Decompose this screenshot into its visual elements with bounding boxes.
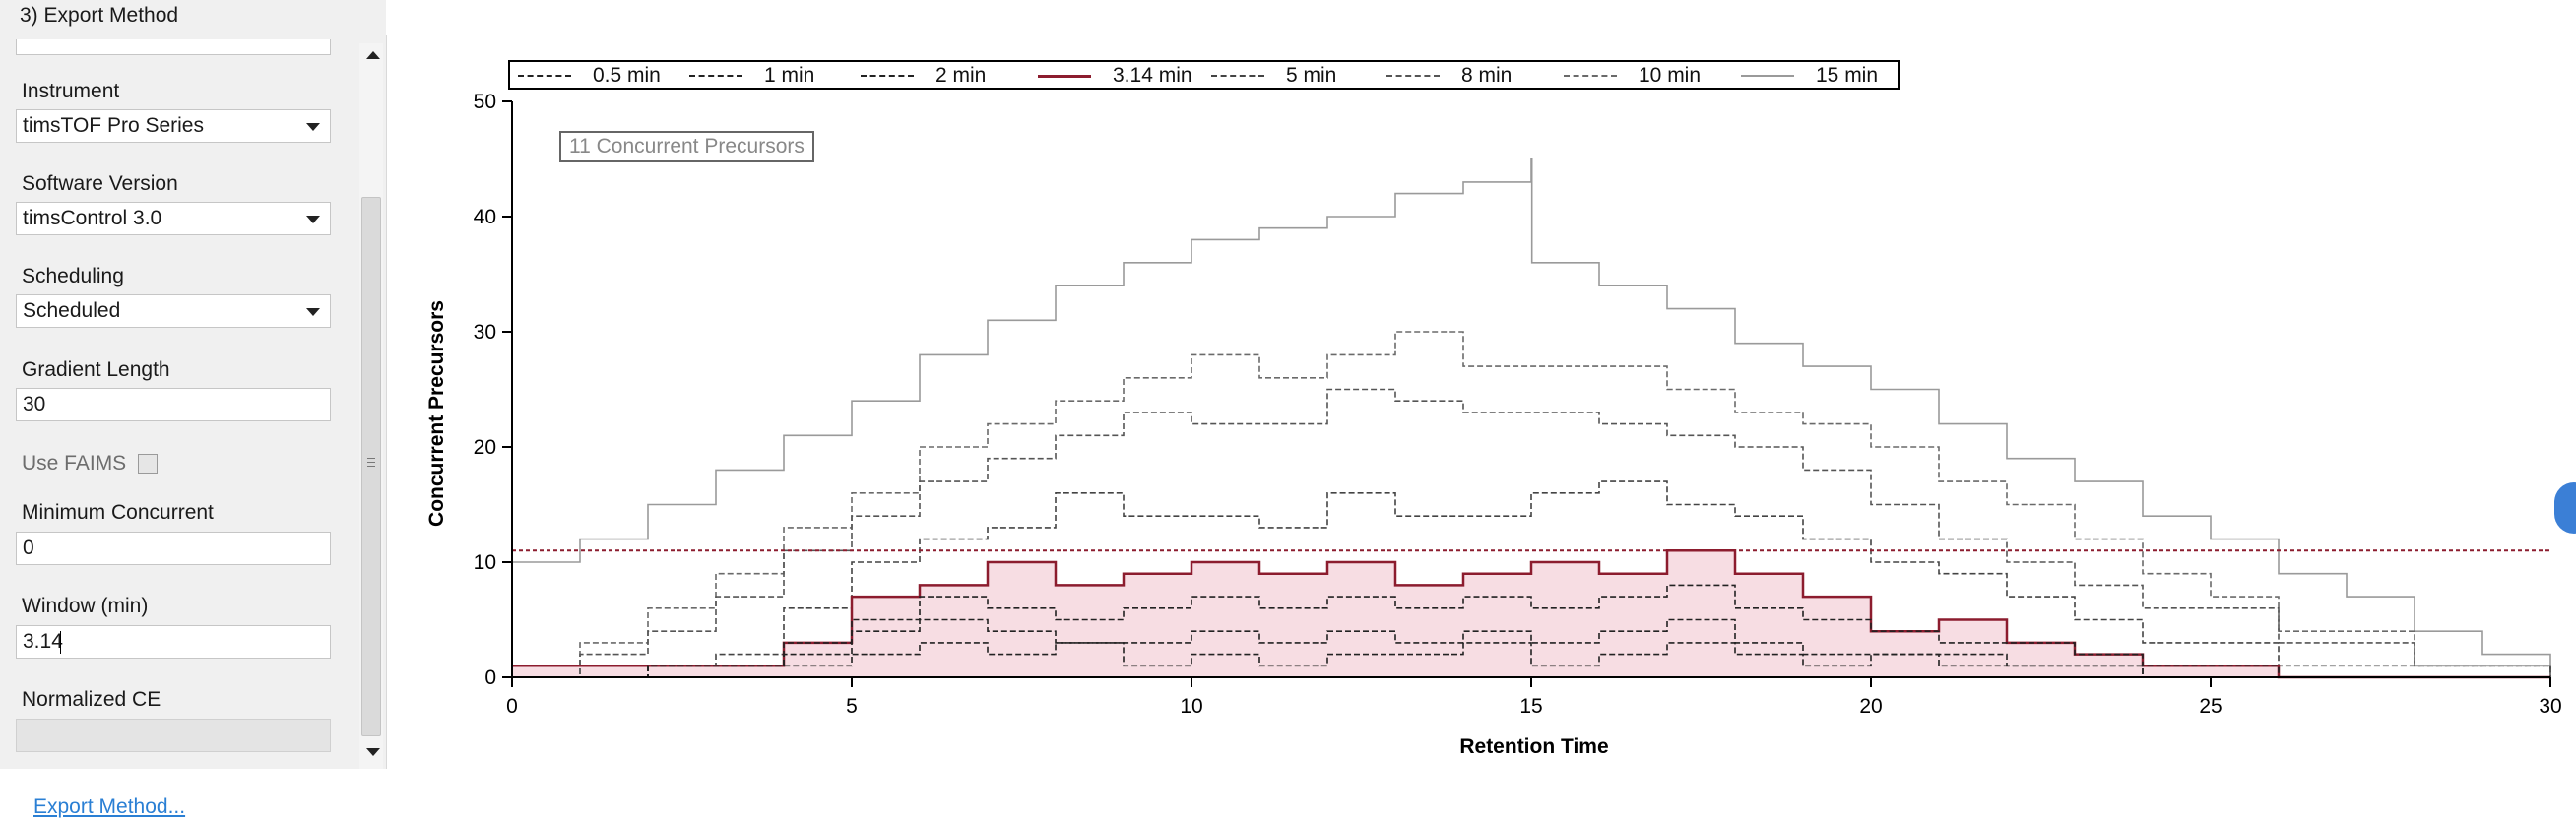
- chevron-down-icon: [306, 216, 320, 223]
- window-min-input[interactable]: 3.14: [16, 625, 331, 659]
- series-line-3: [512, 549, 2550, 679]
- legend-label: 8 min: [1461, 64, 1513, 87]
- y-tick-label: 10: [474, 551, 496, 574]
- window-min-label: Window (min): [22, 595, 149, 617]
- legend-label: 0.5 min: [593, 64, 661, 87]
- legend-label: 1 min: [764, 64, 815, 87]
- x-axis-label: Retention Time: [1459, 735, 1608, 758]
- y-axis-label: Concurrent Precursors: [425, 300, 448, 527]
- legend-label: 3.14 min: [1113, 64, 1192, 87]
- use-faims-label: Use FAIMS: [22, 452, 127, 475]
- x-tick-label: 5: [846, 695, 858, 718]
- legend-label: 10 min: [1639, 64, 1702, 87]
- series-line-7: [512, 158, 2551, 666]
- chart-layer: 0 10 20 30 40 50 0 5 10 15 20 25 30: [474, 91, 2562, 718]
- triangle-down-icon[interactable]: [366, 748, 380, 756]
- x-tick-label: 10: [1180, 695, 1202, 718]
- previous-field-stub: [16, 39, 331, 55]
- legend-label: 2 min: [935, 64, 987, 87]
- x-tick-label: 30: [2539, 695, 2561, 718]
- side-expand-button[interactable]: [2554, 482, 2576, 534]
- x-tick-label: 20: [1859, 695, 1882, 718]
- y-tick-label: 30: [474, 321, 496, 344]
- gradient-length-value: 30: [23, 393, 46, 415]
- export-method-link[interactable]: Export Method...: [33, 795, 186, 818]
- legend-label: 15 min: [1816, 64, 1879, 87]
- instrument-select[interactable]: timsTOF Pro Series: [16, 109, 331, 143]
- legend-label: 5 min: [1286, 64, 1337, 87]
- use-faims-checkbox[interactable]: [138, 454, 158, 474]
- scheduling-select[interactable]: Scheduled: [16, 294, 331, 328]
- series-line-4: [512, 480, 2551, 678]
- scheduling-value: Scheduled: [23, 299, 121, 322]
- text-cursor: [60, 631, 61, 654]
- instrument-label: Instrument: [22, 80, 120, 102]
- scheduling-label: Scheduling: [22, 265, 124, 287]
- minimum-concurrent-label: Minimum Concurrent: [22, 501, 214, 524]
- annotation-box: 11 Concurrent Precursors: [559, 131, 814, 162]
- gradient-length-label: Gradient Length: [22, 358, 170, 381]
- legend-swatch: [861, 75, 914, 77]
- gradient-length-input[interactable]: 30: [16, 388, 331, 421]
- x-tick-label: 0: [506, 695, 518, 718]
- x-tick-label: 15: [1519, 695, 1542, 718]
- minimum-concurrent-value: 0: [23, 537, 34, 559]
- chart-legend: 0.5 min 1 min 2 min 3.14 min 5 min 8 min 10 mi…: [508, 60, 1900, 90]
- minimum-concurrent-input[interactable]: 0: [16, 532, 331, 565]
- window-min-value: 3.14: [23, 630, 63, 653]
- chevron-down-icon: [306, 308, 320, 316]
- y-tick-label: 0: [484, 666, 496, 689]
- series-line-2: [512, 584, 2550, 678]
- series-fill-3: [512, 550, 2550, 677]
- legend-swatch: [1386, 75, 1440, 77]
- y-tick-label: 40: [474, 206, 496, 228]
- window-title-bar: 3) Export Method: [0, 0, 386, 36]
- annotation-text: 11 Concurrent Precursors: [569, 135, 805, 158]
- y-tick-label: 50: [474, 91, 496, 113]
- series-line-0: [512, 642, 2550, 678]
- legend-swatch: [1038, 75, 1091, 78]
- software-version-label: Software Version: [22, 172, 178, 195]
- grip-lines-icon: [367, 458, 375, 470]
- window-title: 3) Export Method: [20, 4, 179, 27]
- legend-swatch: [1564, 75, 1617, 77]
- instrument-value: timsTOF Pro Series: [23, 114, 204, 137]
- software-version-value: timsControl 3.0: [23, 207, 162, 229]
- bottom-bar: [0, 769, 2576, 824]
- y-tick-label: 20: [474, 436, 496, 459]
- legend-swatch: [518, 75, 571, 77]
- legend-swatch: [689, 75, 742, 77]
- normalized-ce-label: Normalized CE: [22, 688, 161, 711]
- scrollbar-thumb[interactable]: [361, 197, 381, 736]
- triangle-up-icon[interactable]: [366, 51, 380, 59]
- software-version-select[interactable]: timsControl 3.0: [16, 202, 331, 235]
- normalized-ce-input[interactable]: [16, 719, 331, 752]
- x-tick-label: 25: [2199, 695, 2222, 718]
- legend-swatch: [1741, 75, 1794, 77]
- legend-swatch: [1211, 75, 1264, 77]
- chevron-down-icon: [306, 123, 320, 131]
